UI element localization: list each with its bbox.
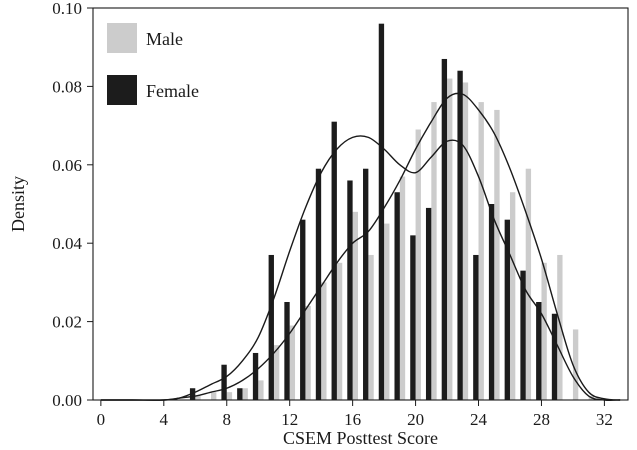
bar-male-7 [211, 392, 217, 400]
x-tick-label-4: 4 [160, 410, 169, 429]
x-axis-label: CSEM Posttest Score [283, 428, 438, 448]
bar-female-24 [473, 254, 479, 400]
bars-layer [189, 23, 595, 401]
bar-female-14 [315, 168, 322, 400]
bar-male-18 [384, 223, 390, 400]
y-axis-label: Density [8, 176, 28, 232]
bar-male-6 [195, 396, 201, 400]
bar-female-10 [252, 352, 259, 400]
bar-male-10 [258, 380, 264, 400]
y-tick-label-1: 0.02 [52, 313, 82, 332]
bar-male-8 [226, 392, 233, 400]
bar-female-12 [284, 302, 290, 400]
bar-female-6 [189, 388, 196, 400]
bar-male-12 [289, 325, 296, 400]
bar-male-9 [242, 388, 248, 400]
y-tick-label-0: 0.00 [52, 391, 82, 410]
bar-female-15 [331, 121, 337, 401]
bar-male-24 [478, 102, 484, 400]
y-tick-label-2: 0.04 [52, 234, 82, 253]
bar-male-21 [431, 102, 437, 400]
bar-male-16 [352, 211, 358, 400]
bar-female-22 [441, 58, 448, 401]
bar-male-20 [415, 129, 421, 400]
bar-male-28 [541, 262, 547, 400]
bar-female-9 [237, 388, 243, 400]
x-tick-label-20: 20 [407, 410, 424, 429]
bar-male-19 [399, 176, 406, 400]
bar-female-23 [457, 70, 463, 400]
legend-label-male: Male [146, 29, 183, 49]
x-tick-label-8: 8 [223, 410, 232, 429]
bar-male-27 [525, 168, 532, 400]
bar-female-28 [536, 302, 542, 400]
legend: Male Female [107, 23, 199, 105]
bar-female-26 [504, 219, 510, 400]
bar-male-26 [509, 192, 516, 400]
bar-female-29 [551, 313, 558, 400]
bar-female-17 [363, 168, 369, 400]
bar-male-13 [305, 305, 311, 400]
bar-female-16 [347, 180, 353, 400]
density-curves-layer [100, 92, 621, 401]
y-tick-label-4: 0.08 [52, 77, 82, 96]
x-tick-label-0: 0 [97, 410, 106, 429]
legend-swatch-female [107, 75, 137, 105]
bar-female-20 [410, 235, 416, 400]
axes-layer: 0 4 8 12 16 20 24 28 32 0.00 0.02 0.04 0.06 0.08 0.10 [52, 0, 613, 429]
bar-male-11 [273, 345, 280, 400]
y-tick-label-3: 0.06 [52, 156, 82, 175]
bar-female-11 [268, 254, 274, 400]
bar-female-21 [425, 207, 432, 400]
bar-male-23 [462, 82, 469, 400]
density-curve-male [100, 92, 621, 401]
bar-male-22 [447, 78, 453, 400]
x-tick-label-28: 28 [533, 410, 550, 429]
bar-male-30 [572, 329, 579, 400]
bar-female-19 [394, 192, 400, 400]
legend-label-female: Female [146, 81, 199, 101]
y-tick-label-5: 0.10 [52, 0, 82, 18]
bar-male-14 [321, 282, 327, 400]
x-tick-label-16: 16 [344, 410, 361, 429]
bar-male-29 [557, 254, 563, 400]
bar-female-25 [488, 204, 495, 400]
density-curve-female [100, 135, 621, 401]
bar-male-25 [494, 109, 500, 401]
bar-male-15 [336, 262, 343, 400]
bar-male-17 [368, 254, 374, 400]
x-tick-label-24: 24 [470, 410, 488, 429]
bar-female-13 [300, 219, 306, 400]
plot-border [92, 7, 629, 401]
x-tick-label-32: 32 [596, 410, 613, 429]
bar-female-27 [520, 270, 526, 400]
legend-swatch-male [107, 23, 137, 53]
x-tick-label-12: 12 [281, 410, 298, 429]
plot-frame [92, 7, 629, 401]
bar-female-8 [221, 364, 227, 400]
